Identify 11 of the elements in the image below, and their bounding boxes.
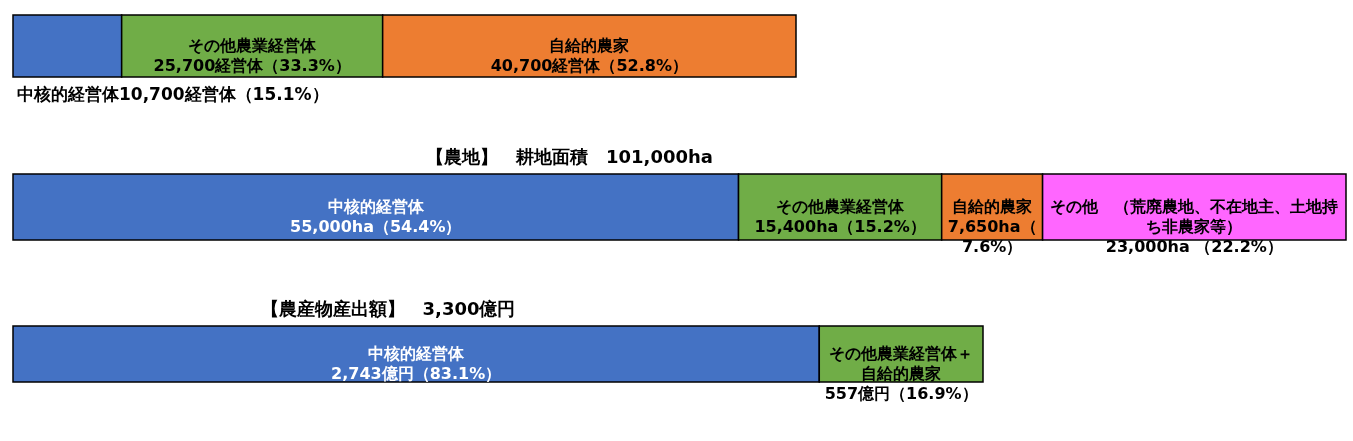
chart-title: 【農地】 耕地面積 101,000ha (426, 146, 713, 168)
chart-title: 【農産物産出額】 3,300億円 (260, 298, 516, 320)
text: 中核的経営体10,700経営体（15.1%） (17, 84, 329, 104)
data-label: その他農業経営体15,400ha（15.2%） (754, 197, 926, 236)
data-label: その他農業経営体25,700経営体（33.3%） (153, 36, 351, 75)
data-label: その他 （荒廃農地、不在地主、土地持ち非農家等）23,000ha （22.2%） (1050, 197, 1339, 256)
data-label: 自給的農家7,650ha（7.6%） (947, 197, 1037, 256)
data-label: 自給的農家40,700経営体（52.8%） (490, 36, 688, 75)
data-label: 中核的経営体55,000ha（54.4%） (290, 197, 462, 236)
data-label: 中核的経営体2,743億円（83.1%） (331, 344, 502, 383)
data-label: その他農業経営体＋自給的農家557億円（16.9%） (824, 344, 978, 403)
